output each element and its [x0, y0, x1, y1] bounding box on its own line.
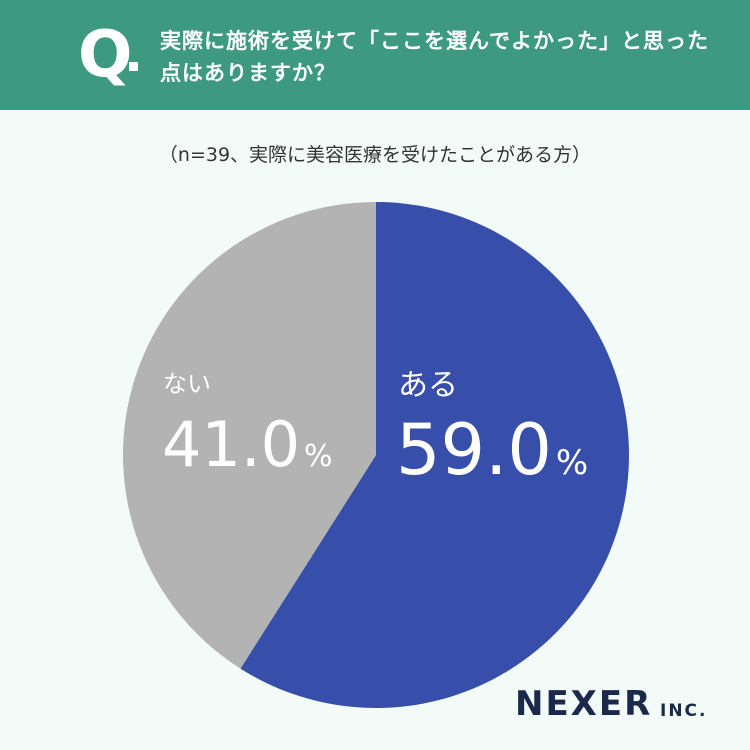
slice-category-label: ない	[163, 370, 211, 398]
slice-value-label: 41.0%	[162, 408, 333, 481]
slice-value-label: 59.0%	[396, 409, 588, 491]
pie-slice-1	[240, 202, 629, 708]
question-text: 実際に施術を受けて「ここを選んでよかった」と思った点はありますか？	[160, 29, 709, 85]
pie-slice-2	[122, 202, 376, 669]
question-dot-icon	[129, 62, 138, 71]
slice-category-label: ある	[398, 368, 458, 403]
sample-note: （n=39、実際に美容医療を受けたことがある方）	[158, 144, 592, 166]
company-logo: NEXER	[515, 684, 653, 724]
company-logo-suffix: INC.	[660, 701, 708, 721]
header-banner: Q 実際に施術を受けて「ここを選んでよかった」と思った点はありますか？	[0, 0, 750, 110]
question-mark-icon: Q	[78, 18, 133, 92]
